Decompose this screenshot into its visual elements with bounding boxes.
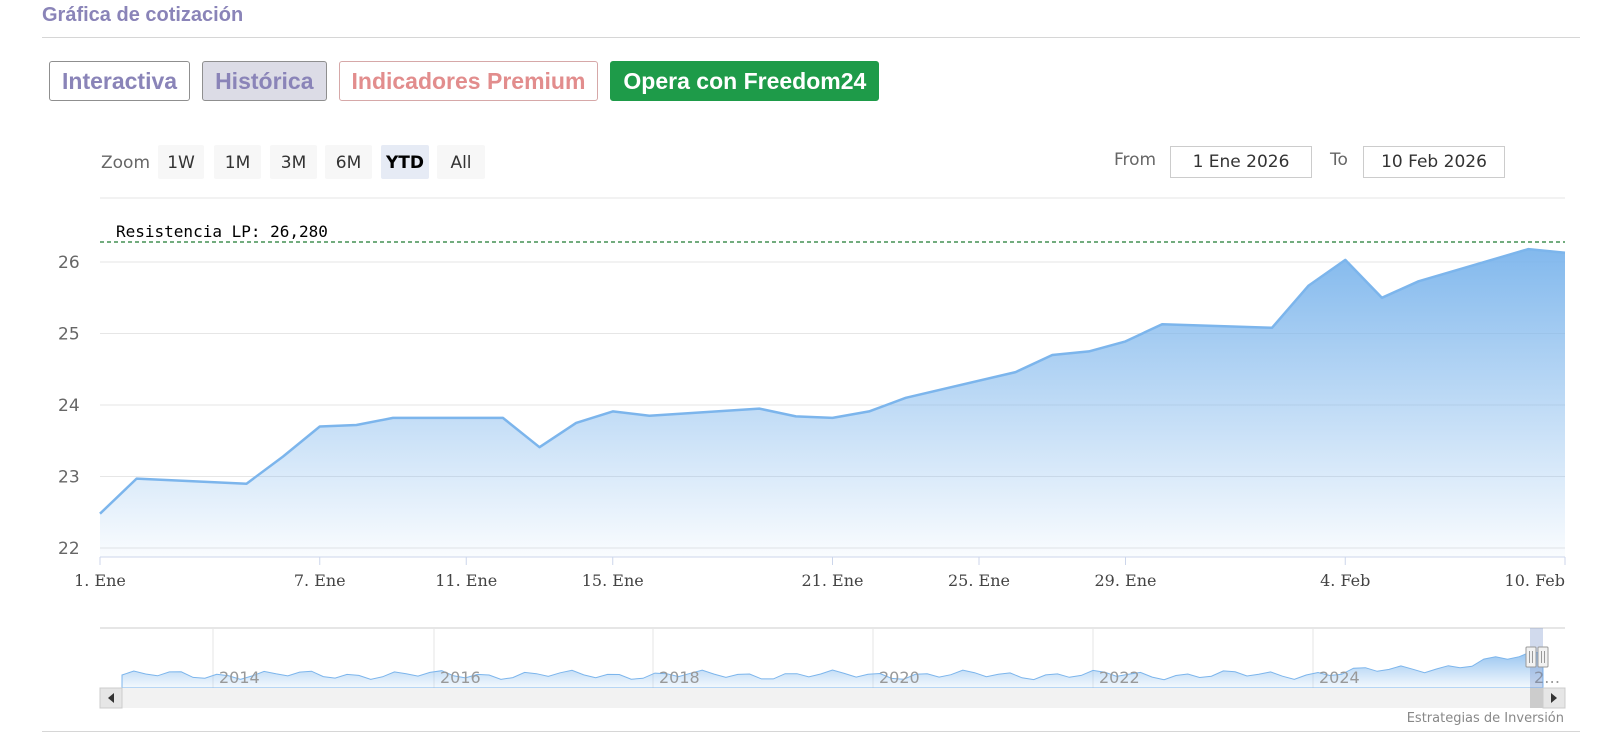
navigator-year-label: 2020 — [879, 668, 920, 687]
range-selector: Zoom 1W 1M 3M 6M YTD All — [101, 145, 485, 179]
zoom-button-ytd[interactable]: YTD — [381, 145, 429, 179]
navigator-handle[interactable] — [1525, 646, 1537, 668]
x-tick-label: 4. Feb — [1320, 571, 1370, 590]
resistance-label: Resistencia LP: 26,280 — [116, 222, 328, 241]
navigator-year-label: 2022 — [1099, 668, 1140, 687]
y-tick-label: 24 — [58, 396, 80, 416]
navigator-year-label: 2… — [1534, 668, 1560, 687]
arrow-left-icon — [108, 693, 114, 703]
zoom-label: Zoom — [101, 153, 150, 173]
zoom-button-1m[interactable]: 1M — [214, 145, 261, 179]
tab-interactiva[interactable]: Interactiva — [49, 61, 191, 101]
x-tick-label: 15. Ene — [582, 571, 644, 590]
x-tick-label: 29. Ene — [1095, 571, 1157, 590]
chart-tabs: Interactiva Histórica Indicadores Premiu… — [49, 61, 880, 101]
zoom-button-bg — [214, 145, 261, 179]
tab-indicadores-premium[interactable]: Indicadores Premium — [338, 61, 599, 101]
y-tick-label: 25 — [58, 325, 80, 345]
zoom-button-bg — [381, 145, 429, 179]
title-divider — [42, 37, 1580, 38]
zoom-button-bg — [325, 145, 372, 179]
zoom-button-label: 3M — [281, 153, 306, 173]
chart-credits: Estrategias de Inversión — [1406, 711, 1564, 726]
tab-historica[interactable]: Histórica — [202, 61, 327, 101]
zoom-button-label: All — [450, 153, 471, 173]
zoom-button-label: 1M — [225, 153, 250, 173]
section-title: Gráfica de cotización — [42, 4, 244, 26]
zoom-button-label: YTD — [385, 153, 424, 173]
navigator-handle[interactable] — [1537, 646, 1549, 668]
x-tick-label: 7. Ene — [294, 571, 346, 590]
y-tick-label: 22 — [58, 539, 80, 559]
from-date-input[interactable]: 1 Ene 2026 — [1170, 146, 1312, 178]
zoom-button-bg — [158, 145, 204, 179]
zoom-button-label: 6M — [336, 153, 361, 173]
y-tick-label: 26 — [58, 253, 80, 273]
x-tick-label: 10. Feb — [1505, 571, 1565, 590]
zoom-button-label: 1W — [167, 153, 195, 173]
x-tick-label: 11. Ene — [435, 571, 497, 590]
navigator-year-label: 2016 — [440, 668, 481, 687]
navigator: 2014 2016 2018 2020 2022 2024 2… — [100, 627, 1565, 706]
bottom-divider — [42, 731, 1580, 732]
to-label: To — [1330, 150, 1348, 170]
resistance-line: Resistencia LP: 26,280 — [100, 222, 1565, 243]
y-tick-label: 23 — [58, 468, 80, 488]
freedom24-button[interactable]: Opera con Freedom24 — [610, 61, 880, 101]
x-tick-label: 21. Ene — [802, 571, 864, 590]
navigator-scrollbar[interactable] — [99, 687, 1566, 709]
navigator-year-label: 2024 — [1319, 668, 1360, 687]
scrollbar-track[interactable] — [100, 688, 1565, 708]
x-tick-label: 1. Ene — [74, 571, 126, 590]
zoom-button-3m[interactable]: 3M — [270, 145, 317, 179]
zoom-button-1w[interactable]: 1W — [158, 145, 204, 179]
zoom-button-bg — [270, 145, 317, 179]
scrollbar-thumb[interactable] — [1530, 688, 1543, 708]
from-label: From — [1114, 150, 1157, 170]
to-date-input[interactable]: 10 Feb 2026 — [1363, 146, 1505, 178]
x-axis: 1. Ene 7. Ene 11. Ene 15. Ene 21. Ene 25. Ene… — [74, 557, 1566, 590]
price-area — [100, 249, 1565, 557]
y-axis: 22 23 24 25 26 — [58, 253, 80, 559]
zoom-button-all[interactable]: All — [437, 145, 485, 179]
zoom-button-bg — [437, 145, 485, 179]
navigator-year-label: 2018 — [659, 668, 700, 687]
navigator-series — [121, 651, 1544, 689]
x-tick-label: 25. Ene — [948, 571, 1010, 590]
price-line — [99, 247, 1566, 515]
zoom-button-6m[interactable]: 6M — [325, 145, 372, 179]
navigator-year-label: 2014 — [219, 668, 260, 687]
arrow-right-icon — [1551, 693, 1557, 703]
